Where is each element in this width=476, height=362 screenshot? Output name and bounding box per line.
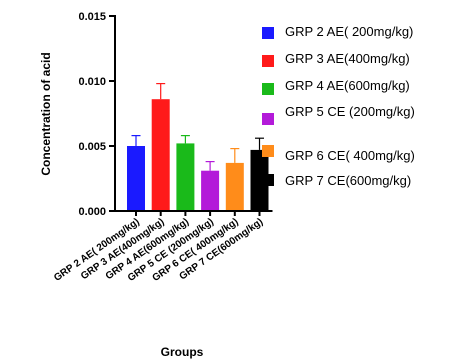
bars-group	[127, 99, 269, 211]
error-bars-group	[131, 82, 264, 171]
legend-label-5: GRP 6 CE( 400mg/kg)	[285, 148, 415, 163]
legend-label-4: GRP 5 CE (200mg/kg)	[285, 104, 415, 119]
y-ticks-group: 0.000 0.005 0.010 0.015	[78, 11, 115, 218]
legend-swatch-1	[262, 27, 274, 39]
bar-4	[201, 170, 220, 211]
bar-2	[151, 99, 170, 211]
bar-3	[176, 143, 195, 211]
bar-6	[250, 149, 269, 211]
y-tick-label-3: 0.010	[78, 76, 106, 88]
y-tick-label-1: 0.000	[78, 206, 106, 218]
legend-label-6: GRP 7 CE(600mg/kg)	[285, 173, 411, 188]
bar-1	[127, 146, 145, 211]
legend: GRP 2 AE( 200mg/kg) GRP 3 AE(400mg/kg) GRP…	[262, 24, 415, 188]
legend-swatch-3	[262, 83, 274, 95]
legend-swatch-4	[262, 113, 274, 125]
legend-swatch-5	[262, 145, 274, 157]
legend-label-1: GRP 2 AE( 200mg/kg)	[285, 24, 413, 39]
legend-swatch-6	[262, 174, 274, 186]
x-ticks-group: GRP 2 AE( 200mg/kg)GRP 3 AE(400mg/kg)GRP…	[52, 211, 265, 284]
legend-swatch-2	[262, 55, 274, 67]
axes-group	[114, 15, 273, 212]
y-tick-label-4: 0.015	[78, 11, 106, 23]
legend-label-3: GRP 4 AE(600mg/kg)	[285, 78, 410, 93]
x-axis-title: Groups	[161, 345, 204, 359]
bar-5	[225, 162, 244, 211]
y-axis-title: Concentration of acid	[39, 52, 53, 175]
legend-label-2: GRP 3 AE(400mg/kg)	[285, 51, 410, 66]
y-tick-label-2: 0.005	[78, 141, 106, 153]
